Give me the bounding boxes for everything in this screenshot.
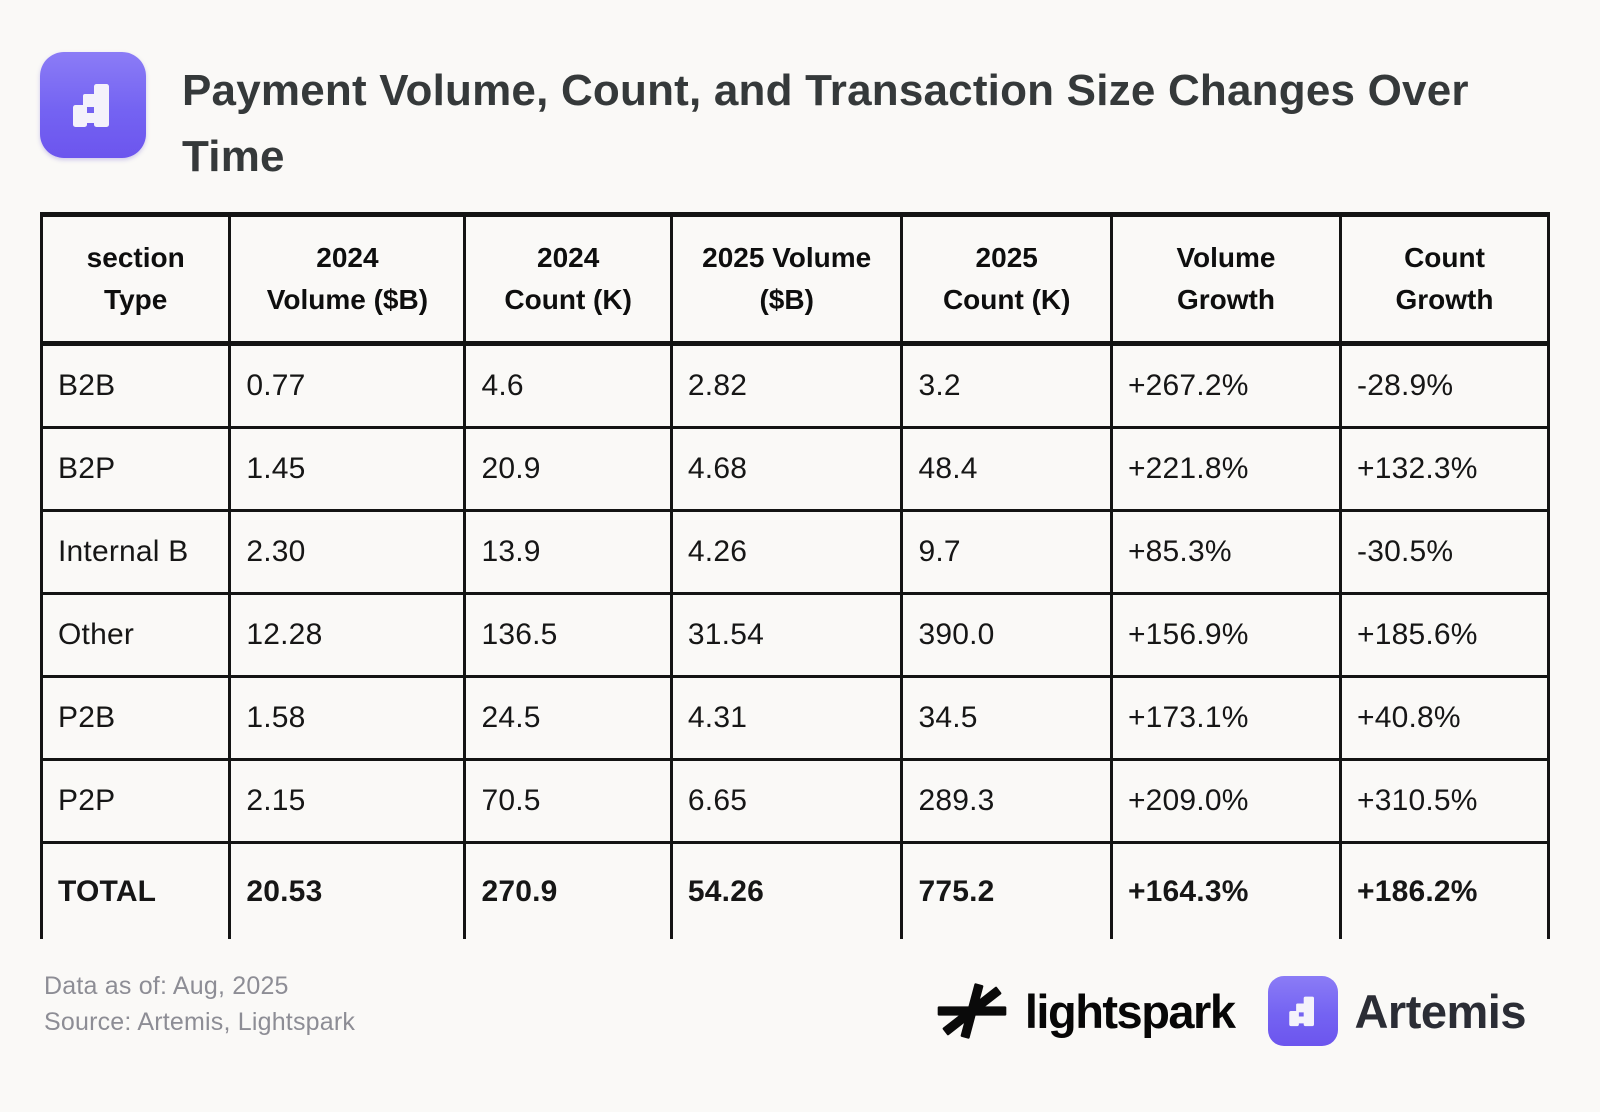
table-row-internal-b: Internal B 2.30 13.9 4.26 9.7 +85.3% -30… [39, 509, 1550, 595]
table-cell: +267.2% [1109, 342, 1343, 429]
table-row-total: TOTAL 20.53 270.9 54.26 775.2 +164.3% +1… [39, 841, 1550, 939]
data-table-container: section Type 2024 Volume ($B) 2024 Count (K… [39, 212, 1550, 939]
footer-note-date: Data as of: Aug, 2025 [44, 972, 289, 1000]
lightspark-star-icon [937, 983, 1007, 1039]
table-cell: +209.0% [1109, 758, 1343, 844]
table-cell: +186.2% [1339, 841, 1550, 939]
lightspark-wordmark: lightspark [1024, 984, 1236, 1038]
table-cell: 4.31 [669, 675, 904, 761]
table-cell: +310.5% [1339, 758, 1550, 844]
table-cell: +221.8% [1109, 426, 1343, 512]
table-cell: 2.15 [228, 758, 467, 844]
table-cell: 4.6 [463, 342, 673, 429]
table-row-other: Other 12.28 136.5 31.54 390.0 +156.9% +1… [39, 592, 1550, 678]
artemis-badge-icon-small [1268, 976, 1339, 1046]
column-header-count-growth: Count Growth [1339, 212, 1550, 346]
table-row-b2b: B2B 0.77 4.6 2.82 3.2 +267.2% -28.9% [39, 342, 1550, 429]
table-row-p2b: P2B 1.58 24.5 4.31 34.5 +173.1% +40.8% [39, 675, 1550, 761]
row-label: P2P [39, 758, 232, 844]
row-label: B2B [39, 342, 232, 429]
table-row-p2p: P2P 2.15 70.5 6.65 289.3 +209.0% +310.5% [39, 758, 1550, 844]
footer-logos: lightspark Artemis [935, 974, 1526, 1048]
table-cell: +132.3% [1339, 426, 1550, 512]
row-label: B2P [39, 426, 232, 512]
page-title: Payment Volume, Count, and Transaction S… [182, 66, 1469, 181]
table-cell: +173.1% [1109, 675, 1343, 761]
row-label: Internal B [39, 509, 232, 595]
table-row-b2p: B2P 1.45 20.9 4.68 48.4 +221.8% +132.3% [39, 426, 1550, 512]
table-cell: 775.2 [900, 841, 1113, 939]
table-cell: 13.9 [463, 509, 673, 595]
table-cell: +185.6% [1339, 592, 1550, 678]
table-cell: 1.45 [228, 426, 467, 512]
table-cell: -28.9% [1339, 342, 1550, 429]
row-label: TOTAL [39, 841, 232, 939]
data-table: section Type 2024 Volume ($B) 2024 Count (K… [39, 212, 1550, 939]
footer-note-source: Source: Artemis, Lightspark [44, 1008, 356, 1036]
table-cell: 136.5 [463, 592, 673, 678]
table-cell: +40.8% [1339, 675, 1550, 761]
table-cell: 9.7 [900, 509, 1113, 595]
column-header-volume-growth: Volume Growth [1109, 212, 1343, 346]
table-cell: 54.26 [669, 841, 904, 939]
column-header-section-type: section Type [39, 212, 232, 346]
column-header-2024-count: 2024 Count (K) [463, 212, 673, 346]
row-label: P2B [39, 675, 232, 761]
pixel-a-icon [1289, 996, 1315, 1027]
table-cell: 31.54 [669, 592, 904, 678]
table-cell: 48.4 [900, 426, 1113, 512]
table-cell: 20.9 [463, 426, 673, 512]
table-cell: 4.68 [669, 426, 904, 512]
header: Payment Volume, Count, and Transaction S… [40, 52, 1582, 190]
table-cell: 12.28 [228, 592, 467, 678]
table-cell: 70.5 [463, 758, 673, 844]
table-cell: 34.5 [900, 675, 1113, 761]
artemis-badge-icon [40, 52, 146, 158]
header-row: section Type 2024 Volume ($B) 2024 Count (K… [39, 212, 1550, 346]
table-cell: 20.53 [228, 841, 467, 939]
artemis-wordmark: Artemis [1354, 984, 1526, 1038]
table-cell: 289.3 [900, 758, 1113, 844]
table-cell: 2.82 [669, 342, 904, 429]
table-cell: 3.2 [900, 342, 1113, 429]
column-header-2025-volume: 2025 Volume ($B) [669, 212, 904, 346]
table-cell: +85.3% [1109, 509, 1343, 595]
table-cell: +164.3% [1109, 841, 1343, 939]
footer-notes: Data as of: Aug, 2025 Source: Artemis, L… [44, 968, 355, 1040]
row-label: Other [39, 592, 232, 678]
table-cell: 6.65 [669, 758, 904, 844]
table-cell: 0.77 [228, 342, 467, 429]
table-cell: 1.58 [228, 675, 467, 761]
column-header-2024-volume: 2024 Volume ($B) [228, 212, 467, 346]
table-cell: -30.5% [1339, 509, 1550, 595]
column-header-2025-count: 2025 Count (K) [900, 212, 1113, 346]
table-cell: 390.0 [900, 592, 1113, 678]
table-cell: 4.26 [669, 509, 904, 595]
table-cell: 24.5 [463, 675, 673, 761]
table-cell: +156.9% [1109, 592, 1343, 678]
table-cell: 270.9 [463, 841, 673, 939]
pixel-a-icon [73, 84, 109, 127]
table-cell: 2.30 [228, 509, 467, 595]
